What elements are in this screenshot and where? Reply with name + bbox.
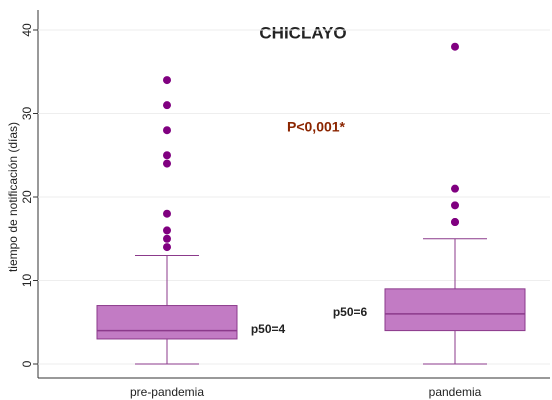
outlier: [163, 159, 171, 168]
x-tick-label: pre-pandemia: [130, 385, 204, 399]
outlier: [163, 101, 171, 110]
y-tick-label: 10: [20, 274, 34, 288]
outlier: [451, 201, 459, 210]
outlier: [163, 243, 171, 252]
outlier: [163, 209, 171, 218]
annotation: P<0,001*: [287, 119, 346, 135]
outlier: [163, 234, 171, 243]
outlier: [163, 151, 171, 160]
chart-title: CHICLAYO: [259, 23, 346, 42]
outlier: [163, 76, 171, 85]
outlier: [163, 226, 171, 235]
box: [96, 305, 238, 340]
box: [384, 288, 526, 332]
y-axis-label: tiempo de notificación (días): [6, 122, 20, 272]
y-tick-label: 0: [20, 360, 34, 367]
x-tick-label: pandemia: [429, 385, 482, 399]
annotation: p50=6: [333, 305, 368, 319]
outlier: [451, 218, 459, 227]
annotation: p50=4: [251, 322, 286, 336]
outlier: [451, 42, 459, 51]
outlier: [163, 126, 171, 135]
y-tick-label: 40: [20, 23, 34, 37]
y-tick-label: 20: [20, 190, 34, 204]
outlier: [451, 184, 459, 193]
y-tick-label: 30: [20, 107, 34, 121]
